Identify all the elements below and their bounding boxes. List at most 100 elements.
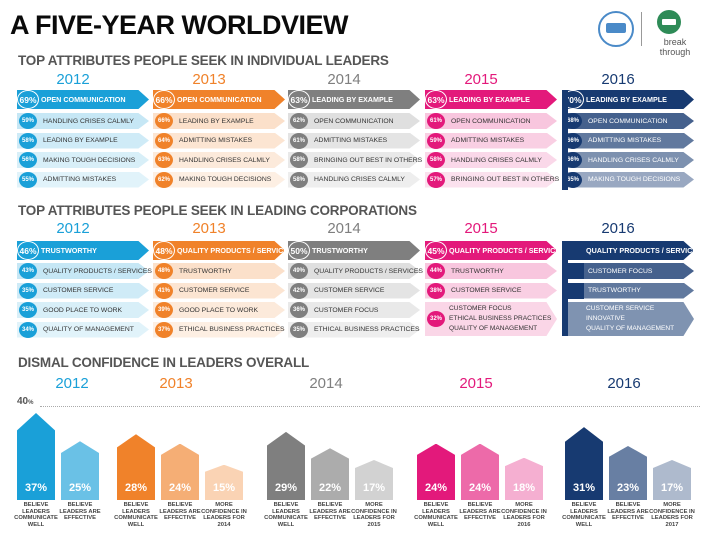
- top-attribute-label: TRUSTWORTHY: [312, 246, 368, 255]
- top-attribute-row: 63% LEADING BY EXAMPLE: [425, 90, 557, 109]
- bar-caption: BELIEVE LEADERS ARE EFFECTIVE: [459, 502, 501, 521]
- header-arrow: [562, 90, 694, 109]
- section-corporations-title: TOP ATTRIBUTES PEOPLE SEEK IN LEADING CO…: [18, 203, 417, 218]
- axis-unit: %: [28, 400, 34, 406]
- header-arrow: [425, 241, 557, 260]
- attribute-label: CUSTOMER FOCUS: [588, 267, 653, 275]
- bar-value: 17%: [660, 481, 684, 494]
- attribute-row: 68% OPEN COMMUNICATION: [562, 113, 694, 129]
- attribute-label: HANDLING CRISES CALMLY: [179, 156, 270, 164]
- merged-attribute-row: CUSTOMER SERVICE INNOVATIVE QUALITY OF MAN…: [562, 302, 694, 336]
- bar-value: 23%: [616, 481, 640, 494]
- attribute-label: TRUSTWORTHY: [588, 287, 641, 294]
- attribute-row: 66% HANDLING CRISES CALMLY: [562, 152, 694, 168]
- attribute-row: 59% HANDLING CRISES CALMLY: [17, 113, 149, 129]
- attribute-percent: 59%: [19, 113, 37, 129]
- section-confidence-title: DISMAL CONFIDENCE IN LEADERS OVERALL: [18, 355, 310, 370]
- attribute-row: 42% CUSTOMER SERVICE: [288, 282, 420, 299]
- attribute-label: MAKING TOUGH DECISIONS: [179, 176, 272, 183]
- row-arrow: [153, 171, 285, 188]
- chart-bar: 24%: [461, 443, 499, 500]
- chart-year: 2013: [159, 375, 193, 392]
- chart-bar: 23%: [609, 445, 647, 500]
- company-logo: [657, 10, 681, 34]
- column-year: 2016: [601, 71, 635, 88]
- section-individual-title: TOP ATTRIBUTES PEOPLE SEEK IN INDIVIDUAL…: [18, 53, 389, 68]
- attribute-percent: 58%: [290, 171, 308, 188]
- attribute-row: 38% CUSTOMER SERVICE: [425, 282, 557, 299]
- row-arrow: [288, 132, 420, 149]
- bar-value: 24%: [424, 481, 448, 494]
- attribute-percent: 62%: [290, 113, 308, 129]
- merged-label: ETHICAL BUSINESS PRACTICES: [449, 315, 552, 322]
- attribute-row: 36% CUSTOMER FOCUS: [288, 302, 420, 318]
- top-attribute-label: TRUSTWORTHY: [41, 246, 97, 255]
- top-attribute-row: 70% LEADING BY EXAMPLE: [562, 90, 694, 109]
- row-arrow: [562, 282, 694, 299]
- attribute-row: 49% QUALITY PRODUCTS / SERVICES: [288, 263, 423, 279]
- attribute-row: 39% GOOD PLACE TO WORK: [153, 302, 285, 318]
- attribute-percent: 43%: [19, 263, 37, 279]
- header-arrow: [17, 241, 149, 260]
- attribute-row: 62% OPEN COMMUNICATION: [288, 113, 420, 129]
- attribute-label: ETHICAL BUSINESS PRACTICES: [314, 326, 420, 333]
- attribute-percent: 35%: [19, 302, 37, 318]
- header-arrow: [562, 241, 694, 260]
- chart-bar: 25%: [61, 441, 99, 500]
- attribute-row: 58% HANDLING CRISES CALMLY: [288, 171, 420, 188]
- row-arrow: [288, 302, 420, 318]
- row-arrow: [425, 302, 557, 336]
- bar-value: 29%: [274, 481, 298, 494]
- attribute-label: ADMITTING MISTAKES: [588, 137, 662, 144]
- attribute-percent: 38%: [427, 282, 445, 299]
- bar-caption: MORE CONFIDENCE IN LEADERS FOR 2016: [501, 502, 547, 528]
- attribute-row: 56% MAKING TOUGH DECISIONS: [17, 152, 149, 168]
- attribute-label: GOOD PLACE TO WORK: [179, 306, 259, 314]
- bar-caption: BELIEVE LEADERS COMMUNICATE WELL: [14, 502, 58, 528]
- attribute-percent: 63%: [155, 152, 173, 168]
- bar-caption: BELIEVE LEADERS COMMUNICATE WELL: [114, 502, 158, 528]
- attribute-label: LEADING BY EXAMPLE: [43, 137, 118, 144]
- row-arrow: [425, 152, 557, 168]
- chart-bar: 17%: [355, 460, 393, 500]
- attribute-percent: 39%: [155, 302, 173, 318]
- column-year: 2013: [192, 71, 226, 88]
- chart-bar: 22%: [311, 448, 349, 500]
- attribute-label: CUSTOMER SERVICE: [179, 287, 250, 294]
- attribute-percent: 49%: [290, 263, 308, 279]
- attribute-row: 59% ADMITTING MISTAKES: [425, 132, 557, 149]
- attribute-row: 43% QUALITY PRODUCTS / SERVICES: [17, 263, 152, 279]
- row-arrow: [425, 263, 557, 279]
- attribute-label: MAKING TOUGH DECISIONS: [43, 156, 136, 164]
- attribute-percent: 68%: [564, 113, 582, 129]
- attribute-row: 61% OPEN COMMUNICATION: [425, 113, 557, 129]
- attribute-label: ADMITTING MISTAKES: [179, 137, 253, 144]
- top-attribute-percent: 45%: [425, 241, 447, 260]
- top-attribute-percent: 46%: [17, 241, 39, 260]
- attribute-label: CUSTOMER FOCUS: [314, 306, 379, 314]
- row-arrow: [562, 263, 694, 279]
- bar-value: 37%: [24, 481, 48, 494]
- header-arrow: [288, 90, 420, 109]
- column-year: 2012: [56, 71, 90, 88]
- column-year: 2014: [327, 71, 361, 88]
- bar-value: 17%: [362, 481, 386, 494]
- attribute-percent: 66%: [155, 113, 173, 129]
- attribute-label: QUALITY OF MANAGEMENT: [43, 326, 134, 333]
- merged-label: QUALITY OF MANAGEMENT: [586, 325, 675, 332]
- bar-value: 28%: [124, 481, 148, 494]
- row-arrow: [153, 132, 285, 149]
- bar-caption: BELIEVE LEADERS ARE EFFECTIVE: [607, 502, 649, 521]
- bar-caption: BELIEVE LEADERS ARE EFFECTIVE: [309, 502, 351, 521]
- attribute-row: 62% MAKING TOUGH DECISIONS: [153, 171, 285, 188]
- row-arrow: [17, 282, 149, 299]
- attribute-percent: 58%: [427, 152, 445, 168]
- attribute-label: ETHICAL BUSINESS PRACTICES: [179, 326, 285, 333]
- attribute-row: 35% GOOD PLACE TO WORK: [17, 302, 149, 318]
- row-arrow: [425, 282, 557, 299]
- attribute-percent: 36%: [290, 302, 308, 318]
- attribute-label: BRINGING OUT BEST IN OTHERS: [451, 176, 560, 183]
- attribute-percent: 59%: [427, 132, 445, 149]
- row-arrow: [562, 113, 694, 129]
- row-arrow: [288, 263, 420, 279]
